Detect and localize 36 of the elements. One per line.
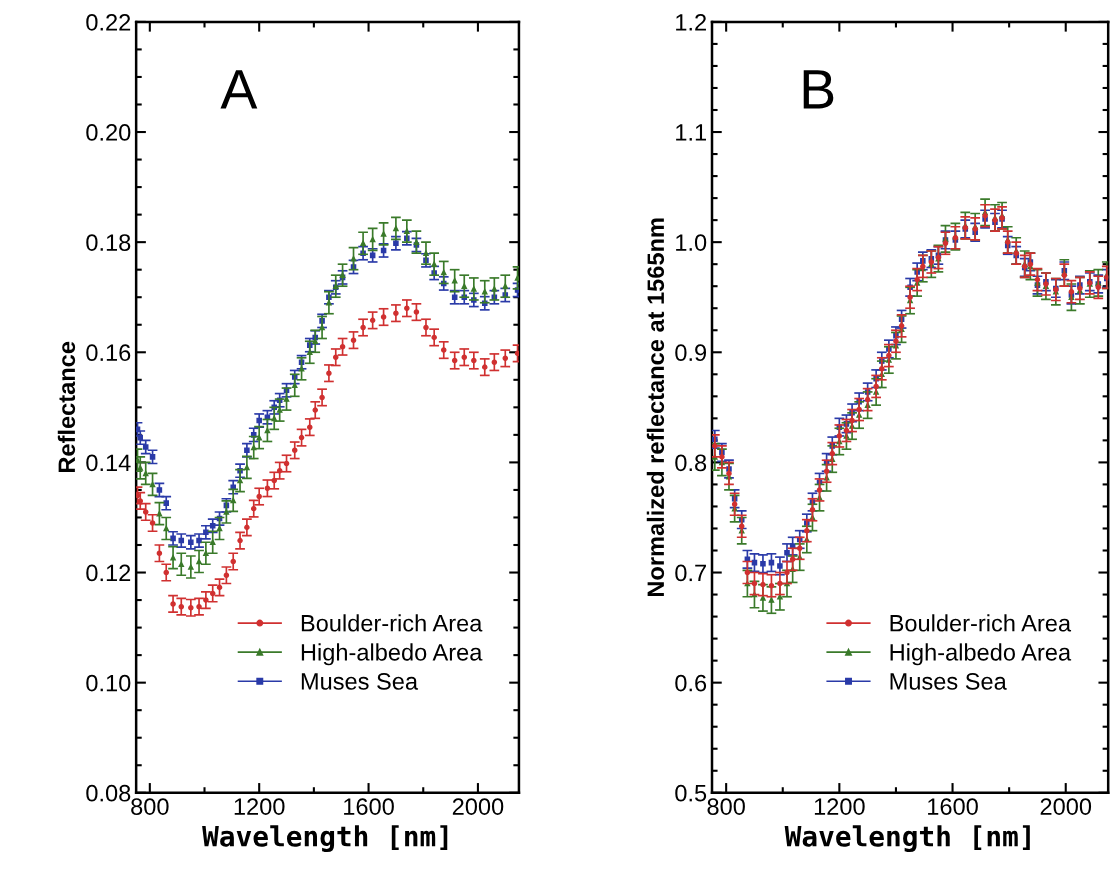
legend-label: Boulder-rich Area <box>890 614 1072 632</box>
y-tick-label: 1.2 <box>676 13 706 31</box>
legend-label: High-albedo Area <box>301 643 483 666</box>
x-tick-label: 1200 <box>814 798 865 815</box>
legend-label: Muses Sea <box>890 673 1007 690</box>
x-axis-title: Wavelength [nm] <box>784 825 1030 853</box>
x-axis-title: Wavelength [nm] <box>202 825 448 853</box>
legend-label: High-albedo Area <box>890 643 1072 666</box>
x-tick-label: 800 <box>707 798 745 815</box>
x-tick-label: 1600 <box>344 798 394 815</box>
y-tick-label: 0.16 <box>86 344 131 362</box>
legend-label: Boulder-rich Area <box>301 614 483 632</box>
legend-label: Muses Sea <box>301 673 419 690</box>
y-tick-label: 0.8 <box>675 454 707 472</box>
annotation: B <box>803 70 834 109</box>
y-tick-label: 0.7 <box>675 564 706 582</box>
y-axis-title: Reflectance <box>57 341 76 473</box>
y-axis-title: Normalized reflectance at 1565nm <box>646 218 665 597</box>
annotation: A <box>220 70 258 109</box>
y-tick-label: 0.20 <box>86 124 131 141</box>
y-tick-label: 0.10 <box>86 674 131 692</box>
x-tick-label: 800 <box>131 798 169 815</box>
y-tick-label: 0.5 <box>675 784 707 802</box>
y-tick-label: 0.22 <box>86 13 131 31</box>
y-tick-label: 0.9 <box>675 344 707 362</box>
x-tick-label: 1200 <box>234 798 285 815</box>
y-tick-label: 0.6 <box>675 674 707 692</box>
y-tick-label: 0.18 <box>86 234 131 251</box>
x-tick-label: 2000 <box>452 798 504 815</box>
x-tick-label: 1600 <box>928 798 978 815</box>
x-tick-label: 2000 <box>1040 798 1092 815</box>
y-tick-label: 0.08 <box>86 784 131 802</box>
y-tick-label: 0.14 <box>86 454 131 472</box>
y-tick-label: 1.1 <box>676 124 706 141</box>
y-tick-label: 1.0 <box>676 234 707 251</box>
y-tick-label: 0.12 <box>86 564 131 582</box>
